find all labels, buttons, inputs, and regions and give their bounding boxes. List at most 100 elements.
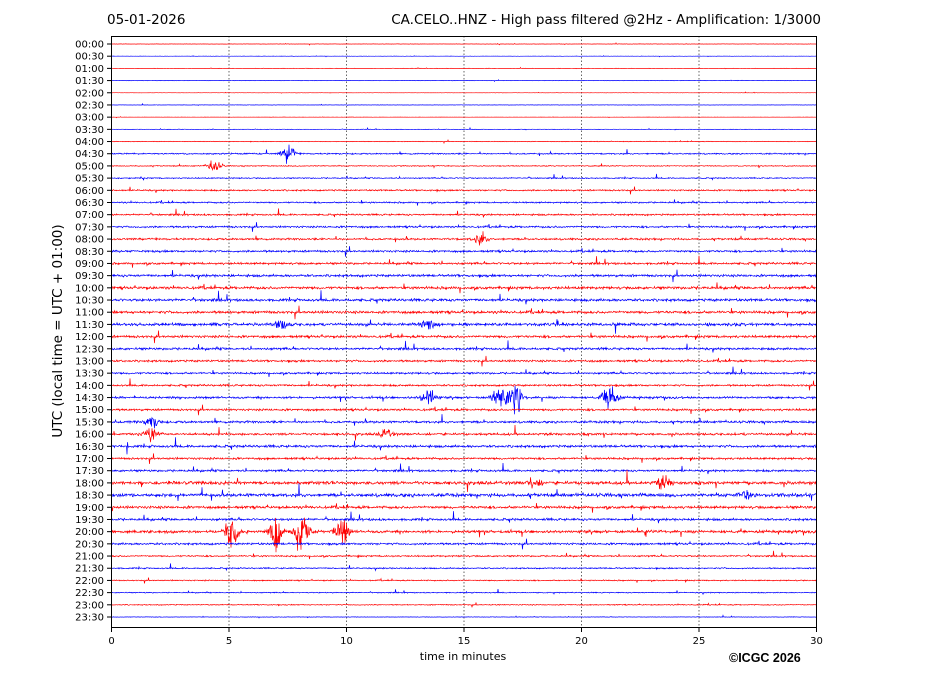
y-tick-label: 06:30 xyxy=(75,198,104,209)
date-label: 05-01-2026 xyxy=(107,12,186,28)
y-tick-label: 23:00 xyxy=(75,600,104,611)
trace-0730 xyxy=(111,222,817,232)
trace-0030 xyxy=(111,55,817,58)
y-tick-label: 15:30 xyxy=(75,417,104,428)
y-tick-label: 22:00 xyxy=(75,576,104,587)
trace-0900 xyxy=(111,255,817,268)
trace-0130 xyxy=(111,79,817,83)
y-tick-label: 18:30 xyxy=(75,491,104,502)
trace-1430 xyxy=(111,385,817,415)
trace-1700 xyxy=(111,453,817,465)
y-axis-label: UTC (local time = UTC + 01:00) xyxy=(50,224,66,437)
x-axis-label: time in minutes xyxy=(420,650,507,663)
y-tick-label: 00:00 xyxy=(75,40,104,51)
trace-0700 xyxy=(111,208,817,218)
y-tick-label: 10:00 xyxy=(75,283,104,294)
y-tick-label: 20:30 xyxy=(75,539,104,550)
trace-2330 xyxy=(111,614,817,619)
y-tick-label: 08:30 xyxy=(75,247,104,258)
y-tick-label: 11:00 xyxy=(75,308,104,319)
y-tick-label: 12:00 xyxy=(75,332,104,343)
y-tick-label: 10:30 xyxy=(75,296,104,307)
y-tick-label: 13:00 xyxy=(75,356,104,367)
trace-1830 xyxy=(111,483,817,502)
y-tick-label: 06:00 xyxy=(75,186,104,197)
trace-2200 xyxy=(111,577,817,584)
trace-0300 xyxy=(111,116,817,119)
trace-0830 xyxy=(111,246,817,257)
y-tick-label: 16:30 xyxy=(75,442,104,453)
y-tick-label: 00:30 xyxy=(75,52,104,63)
trace-1300 xyxy=(111,355,817,367)
trace-1000 xyxy=(111,282,817,294)
x-tick-label: 25 xyxy=(693,636,706,647)
y-tick-label: 12:30 xyxy=(75,344,104,355)
trace-1800 xyxy=(111,469,817,493)
trace-1400 xyxy=(111,378,817,391)
y-tick-label: 21:00 xyxy=(75,552,104,563)
trace-1230 xyxy=(111,340,817,353)
y-tick-label: 01:30 xyxy=(75,76,104,87)
trace-1730 xyxy=(111,462,817,475)
y-tick-label: 02:00 xyxy=(75,88,104,99)
x-tick-label: 5 xyxy=(226,636,232,647)
trace-1500 xyxy=(111,404,817,416)
y-tick-label: 17:00 xyxy=(75,454,104,465)
y-tick-label: 02:30 xyxy=(75,100,104,111)
x-tick-label: 10 xyxy=(340,636,353,647)
trace-2100 xyxy=(111,550,817,560)
y-tick-label: 01:00 xyxy=(75,64,104,75)
y-tick-label: 19:30 xyxy=(75,515,104,526)
trace-2000 xyxy=(111,517,817,553)
trace-2130 xyxy=(111,563,817,572)
plot-frame xyxy=(111,36,817,628)
trace-1630 xyxy=(111,437,817,455)
y-tick-label: 22:30 xyxy=(75,588,104,599)
trace-0800 xyxy=(111,231,817,246)
y-tick-label: 14:30 xyxy=(75,393,104,404)
trace-1030 xyxy=(111,290,817,305)
x-tick-label: 30 xyxy=(810,636,823,647)
y-tick-label: 11:30 xyxy=(75,320,104,331)
x-tick-label: 15 xyxy=(458,636,471,647)
copyright-label: ©ICGC 2026 xyxy=(729,651,801,665)
trace-0000 xyxy=(111,42,817,46)
chart-title: CA.CELO..HNZ - High pass filtered @2Hz -… xyxy=(391,12,821,28)
trace-0930 xyxy=(111,269,817,283)
trace-1900 xyxy=(111,502,817,513)
y-tick-label: 07:30 xyxy=(75,222,104,233)
y-tick-label: 16:00 xyxy=(75,430,104,441)
x-tick-label: 20 xyxy=(575,636,588,647)
x-tick-label: 0 xyxy=(108,636,114,647)
y-tick-label: 23:30 xyxy=(75,613,104,624)
trace-1130 xyxy=(111,319,817,334)
trace-0400 xyxy=(111,139,817,145)
y-tick-label: 05:30 xyxy=(75,174,104,185)
y-tick-label: 13:30 xyxy=(75,369,104,380)
trace-1930 xyxy=(111,511,817,524)
trace-1600 xyxy=(111,424,817,443)
trace-2230 xyxy=(111,589,817,596)
y-tick-label: 03:30 xyxy=(75,125,104,136)
trace-2030 xyxy=(111,538,817,550)
y-tick-label: 09:00 xyxy=(75,259,104,270)
y-tick-label: 18:00 xyxy=(75,478,104,489)
trace-0430 xyxy=(111,144,817,164)
trace-0630 xyxy=(111,199,817,206)
y-tick-label: 05:00 xyxy=(75,161,104,172)
trace-0600 xyxy=(111,186,817,195)
y-tick-label: 04:30 xyxy=(75,149,104,160)
y-tick-label: 19:00 xyxy=(75,503,104,514)
y-tick-label: 21:30 xyxy=(75,564,104,575)
trace-1200 xyxy=(111,330,817,344)
trace-0500 xyxy=(111,160,817,172)
trace-0530 xyxy=(111,173,817,181)
trace-1100 xyxy=(111,305,817,320)
trace-2300 xyxy=(111,602,817,608)
trace-0100 xyxy=(111,66,817,70)
trace-0230 xyxy=(111,102,817,106)
y-tick-label: 17:30 xyxy=(75,466,104,477)
y-tick-label: 14:00 xyxy=(75,381,104,392)
trace-1330 xyxy=(111,366,817,378)
